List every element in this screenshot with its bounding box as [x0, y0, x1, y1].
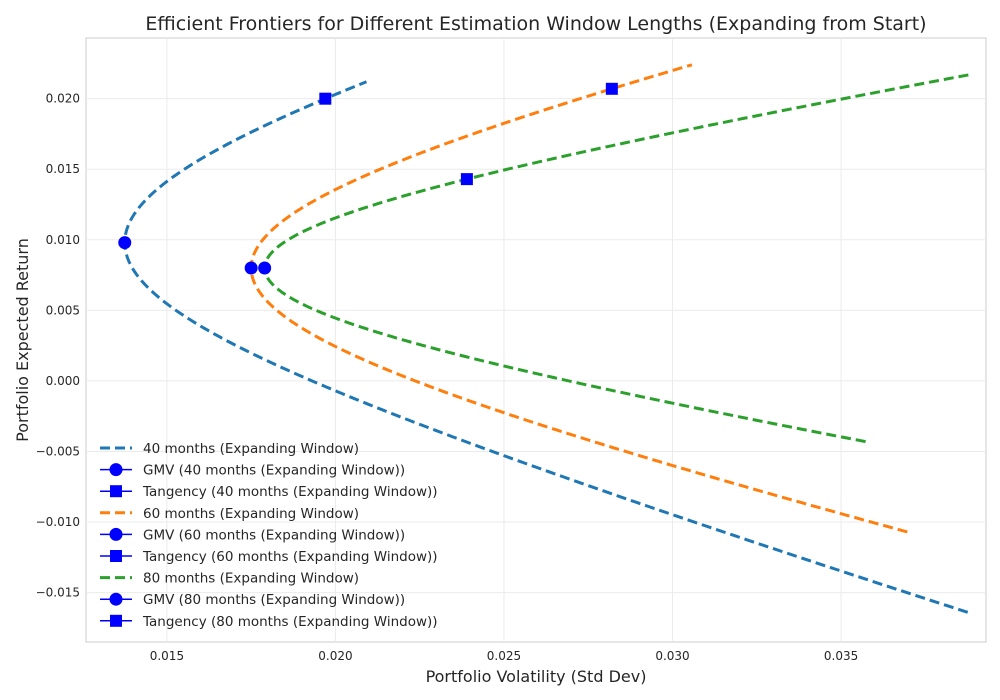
legend-label: 40 months (Expanding Window) [143, 441, 359, 457]
tangency-marker-3 [460, 173, 473, 186]
gmv-marker-2 [244, 261, 258, 275]
tangency-marker-2 [605, 82, 618, 95]
x-tick-label: 0.035 [824, 649, 858, 663]
legend-square-swatch [110, 550, 122, 562]
y-tick-label: 0.010 [46, 233, 80, 247]
x-tick-label: 0.015 [150, 649, 184, 663]
legend-label: 60 months (Expanding Window) [143, 506, 359, 522]
chart-title: Efficient Frontiers for Different Estima… [145, 13, 926, 35]
frontier-line-2 [249, 63, 908, 534]
legend-label: 80 months (Expanding Window) [143, 571, 359, 587]
frontier-line-3 [263, 73, 970, 444]
legend-label: GMV (40 months (Expanding Window)) [143, 463, 405, 479]
y-tick-label: 0.005 [46, 303, 80, 317]
x-axis-ticks: 0.015 0.020 0.025 0.030 0.035 [150, 649, 859, 663]
legend-square-swatch [110, 614, 122, 627]
y-tick-label: −0.010 [36, 515, 80, 529]
legend-label: GMV (60 months (Expanding Window)) [143, 527, 405, 543]
legend-square-swatch [110, 485, 122, 498]
y-tick-label: −0.005 [36, 444, 80, 458]
legend-label: Tangency (80 months (Expanding Window)) [142, 614, 438, 630]
y-axis-ticks: −0.015 −0.010 −0.005 0.000 0.005 0.010 0.015 0.… [36, 92, 80, 600]
frontier-curves [123, 63, 970, 614]
legend-circle-swatch [109, 592, 123, 606]
grid [86, 38, 986, 642]
x-tick-label: 0.020 [318, 649, 352, 663]
y-tick-label: 0.000 [46, 374, 80, 388]
gmv-marker-1 [118, 236, 132, 250]
tangency-marker-1 [319, 92, 332, 105]
legend-label: Tangency (40 months (Expanding Window)) [142, 484, 438, 500]
legend: 40 months (Expanding Window) GMV (40 mont… [100, 441, 438, 630]
legend-label: Tangency (60 months (Expanding Window)) [142, 549, 438, 565]
y-tick-label: 0.015 [46, 162, 80, 176]
x-tick-label: 0.025 [487, 649, 521, 663]
legend-circle-swatch [109, 527, 123, 541]
gmv-marker-3 [258, 261, 272, 275]
x-tick-label: 0.030 [655, 649, 689, 663]
portfolio-markers [118, 82, 618, 275]
y-tick-label: 0.020 [46, 92, 80, 106]
legend-circle-swatch [109, 463, 123, 477]
y-tick-label: −0.015 [36, 586, 80, 600]
legend-label: GMV (80 months (Expanding Window)) [143, 592, 405, 608]
x-axis-label: Portfolio Volatility (Std Dev) [426, 667, 647, 686]
y-axis-label: Portfolio Expected Return [13, 238, 32, 442]
